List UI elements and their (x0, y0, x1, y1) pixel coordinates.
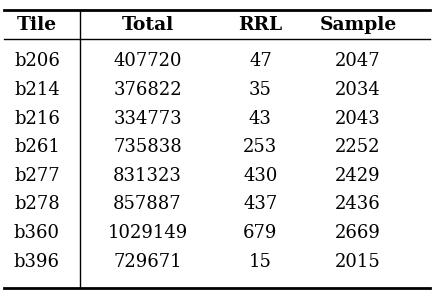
Text: 2669: 2669 (335, 224, 381, 242)
Text: 2047: 2047 (335, 52, 381, 70)
Text: b261: b261 (14, 138, 60, 156)
Text: 2034: 2034 (335, 81, 381, 99)
Text: 1029149: 1029149 (108, 224, 187, 242)
Text: 47: 47 (249, 52, 272, 70)
Text: 253: 253 (243, 138, 277, 156)
Text: Tile: Tile (17, 16, 57, 34)
Text: 857887: 857887 (113, 195, 182, 213)
Text: b214: b214 (14, 81, 60, 99)
Text: 735838: 735838 (113, 138, 182, 156)
Text: 2015: 2015 (335, 253, 381, 271)
Text: 43: 43 (249, 110, 272, 128)
Text: 334773: 334773 (113, 110, 182, 128)
Text: b278: b278 (14, 195, 60, 213)
Text: b396: b396 (14, 253, 60, 271)
Text: 729671: 729671 (113, 253, 182, 271)
Text: 437: 437 (243, 195, 277, 213)
Text: 430: 430 (243, 167, 278, 185)
Text: 2252: 2252 (335, 138, 381, 156)
Text: b216: b216 (14, 110, 60, 128)
Text: 2429: 2429 (335, 167, 381, 185)
Text: 2436: 2436 (335, 195, 381, 213)
Text: 15: 15 (249, 253, 272, 271)
Text: RRL: RRL (238, 16, 283, 34)
Text: b277: b277 (14, 167, 60, 185)
Text: 407720: 407720 (113, 52, 182, 70)
Text: b360: b360 (14, 224, 60, 242)
Text: 679: 679 (243, 224, 278, 242)
Text: 35: 35 (249, 81, 272, 99)
Text: Total: Total (122, 16, 174, 34)
Text: 376822: 376822 (113, 81, 182, 99)
Text: 831323: 831323 (113, 167, 182, 185)
Text: b206: b206 (14, 52, 60, 70)
Text: 2043: 2043 (335, 110, 381, 128)
Text: Sample: Sample (319, 16, 397, 34)
